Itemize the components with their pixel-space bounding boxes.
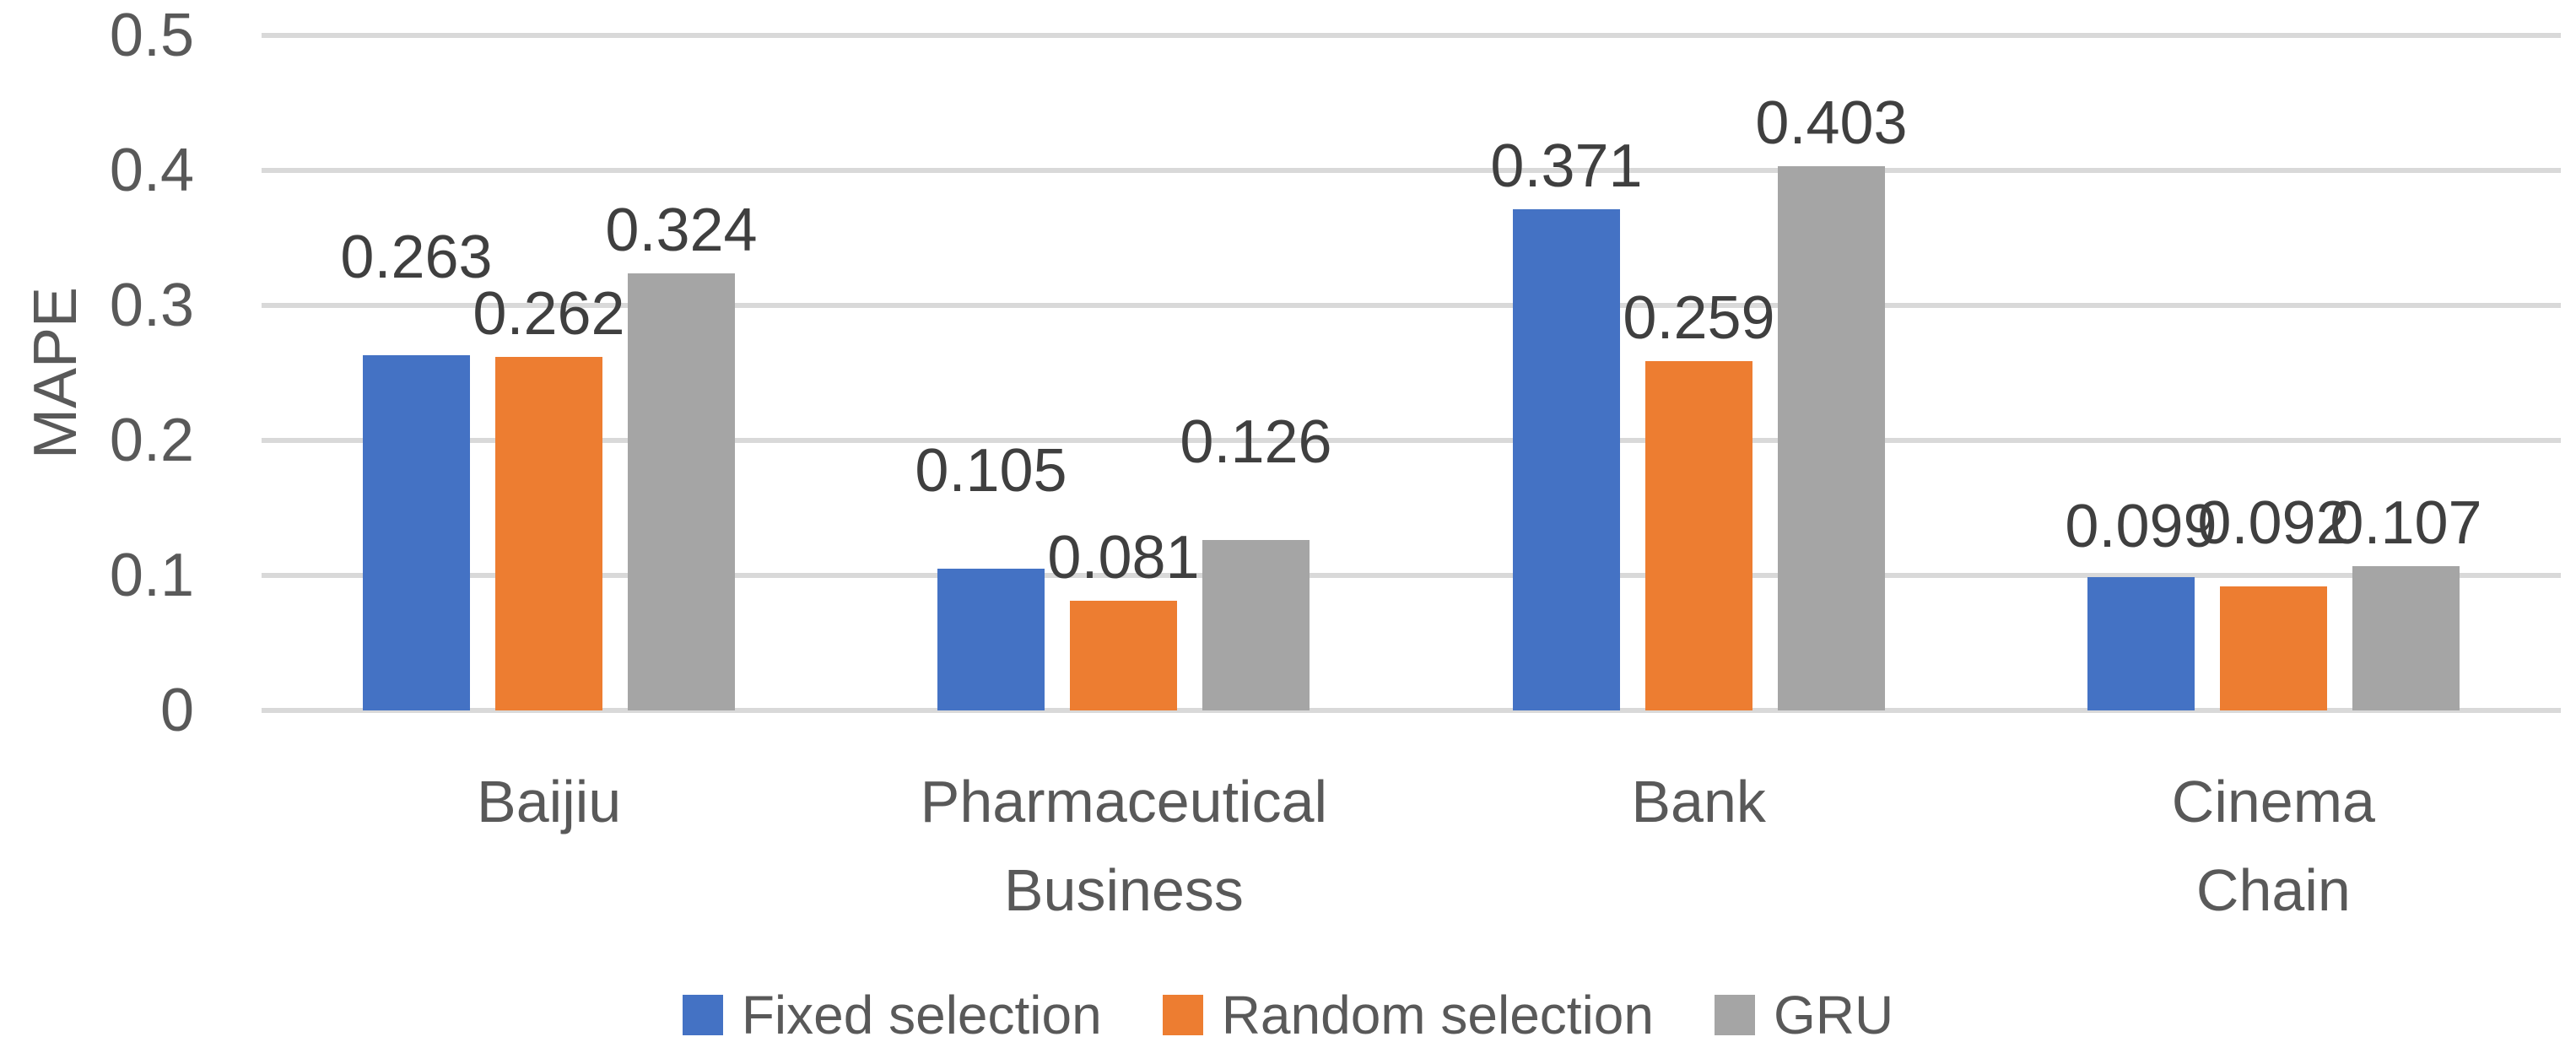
legend-item-random-selection: Random selection [1162, 984, 1654, 1046]
y-tick-0-2: 0.2 [109, 407, 194, 474]
legend-swatch-random-selection [1162, 995, 1203, 1035]
bar-fixed-selection-pharmaceutical-business [937, 569, 1045, 710]
legend-item-gru: GRU [1714, 984, 1894, 1046]
bar-fixed-selection-baijiu [363, 355, 470, 710]
y-tick-0-4: 0.4 [109, 137, 194, 204]
data-label-gru-pharmaceutical-business: 0.126 [1180, 408, 1332, 476]
x-category-bank: Bank [1631, 769, 1766, 834]
legend-label-fixed-selection: Fixed selection [741, 985, 1102, 1045]
bar-random-selection-bank [1645, 361, 1752, 710]
legend-label-random-selection: Random selection [1221, 985, 1654, 1045]
bar-gru-pharmaceutical-business [1202, 540, 1310, 710]
gridline-0-4 [262, 168, 2561, 173]
gridline-0-3 [262, 303, 2561, 308]
x-category-baijiu: Baijiu [477, 769, 622, 834]
bar-random-selection-pharmaceutical-business [1070, 601, 1177, 710]
gridline-0-2 [262, 438, 2561, 443]
data-label-random-selection-baijiu: 0.262 [473, 280, 625, 348]
bar-gru-baijiu [628, 273, 735, 710]
bar-gru-bank [1778, 166, 1885, 710]
gridline-0 [262, 708, 2561, 713]
data-label-random-selection-bank: 0.259 [1623, 284, 1775, 352]
legend-item-fixed-selection: Fixed selection [682, 984, 1102, 1046]
data-label-random-selection-pharmaceutical-business: 0.081 [1047, 524, 1200, 591]
data-label-random-selection-cinema-chain: 0.092 [2197, 489, 2350, 557]
y-tick-0: 0 [159, 677, 194, 744]
data-label-gru-baijiu: 0.324 [605, 197, 758, 264]
gridline-0-1 [262, 573, 2561, 578]
data-label-fixed-selection-bank: 0.371 [1490, 132, 1643, 200]
legend-swatch-gru [1714, 995, 1755, 1035]
bar-random-selection-cinema-chain [2220, 586, 2327, 710]
legend: Fixed selection Random selection GRU [0, 984, 2576, 1046]
gridline-0-5 [262, 33, 2561, 38]
legend-label-gru: GRU [1773, 985, 1894, 1045]
y-tick-0-1: 0.1 [109, 542, 194, 609]
data-label-gru-cinema-chain: 0.107 [2330, 489, 2482, 557]
bar-fixed-selection-cinema-chain [2087, 577, 2195, 710]
bar-gru-cinema-chain [2352, 566, 2460, 710]
data-label-fixed-selection-baijiu: 0.263 [340, 224, 493, 291]
x-category-pharmaceutical-business: Pharmaceutical Business [920, 769, 1328, 923]
bar-fixed-selection-bank [1513, 209, 1620, 710]
bar-random-selection-baijiu [495, 357, 602, 710]
legend-swatch-fixed-selection [682, 995, 723, 1035]
data-label-fixed-selection-cinema-chain: 0.099 [2065, 493, 2217, 560]
y-tick-0-5: 0.5 [109, 2, 194, 69]
data-label-gru-bank: 0.403 [1755, 89, 1908, 157]
x-category-cinema-chain: Cinema Chain [2171, 769, 2375, 923]
y-axis-title: MAPE [22, 286, 89, 460]
y-tick-0-3: 0.3 [109, 272, 194, 339]
data-label-fixed-selection-pharmaceutical-business: 0.105 [915, 437, 1067, 505]
